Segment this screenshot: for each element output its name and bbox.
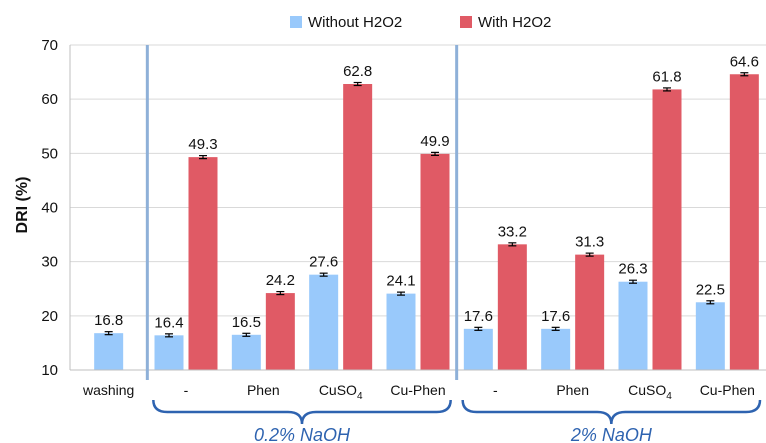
x-tick-label: Cu-Phen: [700, 382, 755, 398]
x-tick-label: CuSO4: [319, 382, 363, 402]
legend: Without H2O2 With H2O2: [290, 14, 551, 31]
bar: [729, 74, 759, 370]
y-axis-label: DRI (%): [14, 177, 31, 234]
data-label: 16.5: [232, 314, 261, 331]
y-tick-label: 70: [41, 37, 58, 54]
y-tick-label: 60: [41, 91, 58, 108]
y-tick-label: 40: [41, 200, 58, 217]
bar: [497, 244, 527, 370]
group-brace: [152, 399, 452, 425]
legend-label: With H2O2: [478, 14, 551, 31]
group-label: 0.2% NaOH: [254, 425, 351, 443]
data-label: 64.6: [730, 53, 759, 70]
data-label: 17.6: [541, 308, 570, 325]
data-label: 33.2: [498, 223, 527, 240]
x-tick-label: -: [184, 382, 189, 398]
bar: [386, 293, 416, 370]
data-label: 22.5: [696, 281, 725, 298]
data-label: 49.9: [420, 133, 449, 150]
bar: [575, 254, 605, 370]
legend-swatch: [460, 16, 472, 28]
x-tick-label: Phen: [556, 382, 589, 398]
bar: [618, 281, 648, 370]
bar: [652, 89, 682, 371]
bar: [463, 328, 493, 370]
data-label: 16.4: [154, 314, 183, 331]
data-label: 24.1: [386, 273, 415, 290]
y-tick-label: 20: [41, 308, 58, 325]
y-tick-label: 30: [41, 254, 58, 271]
bar: [541, 328, 571, 370]
data-label: 49.3: [188, 136, 217, 153]
bar: [309, 274, 339, 370]
data-label: 24.2: [266, 272, 295, 289]
x-tick-label: Phen: [247, 382, 280, 398]
data-label: 61.8: [652, 68, 681, 85]
data-label: 17.6: [464, 308, 493, 325]
bar: [188, 157, 218, 370]
x-axis: washing - Phen CuSO4 Cu-Phen - Phen CuSO4 Cu-Phe…: [70, 369, 766, 402]
x-tick-label: Cu-Phen: [390, 382, 445, 398]
bar: [231, 334, 261, 370]
data-label: 62.8: [343, 63, 372, 80]
bar: [695, 302, 725, 370]
group-annotations: 0.2% NaOH 2% NaOH: [145, 45, 762, 443]
legend-swatch: [290, 16, 302, 28]
bars: 16.8 16.4 49.3 16.5 24.2 27.6 62.8 24.1 49.9 17.6…: [94, 53, 759, 371]
gridlines: [70, 44, 766, 371]
y-tick-label: 10: [41, 362, 58, 379]
group-label: 2% NaOH: [570, 425, 653, 443]
data-label: 26.3: [618, 261, 647, 278]
x-tick-label: -: [493, 382, 498, 398]
bar: [343, 84, 373, 370]
y-axis: 10 20 30 40 50 60 70: [41, 37, 71, 379]
bar: [420, 153, 450, 370]
bar: [94, 333, 124, 370]
data-label: 16.8: [94, 312, 123, 329]
legend-label: Without H2O2: [308, 14, 402, 31]
data-label: 27.6: [309, 254, 338, 271]
bar: [154, 335, 184, 370]
y-tick-label: 50: [41, 145, 58, 162]
bar: [265, 293, 295, 370]
x-tick-label: CuSO4: [628, 382, 672, 402]
x-tick-label: washing: [82, 382, 134, 398]
data-label: 31.3: [575, 234, 604, 251]
group-brace: [461, 399, 762, 425]
